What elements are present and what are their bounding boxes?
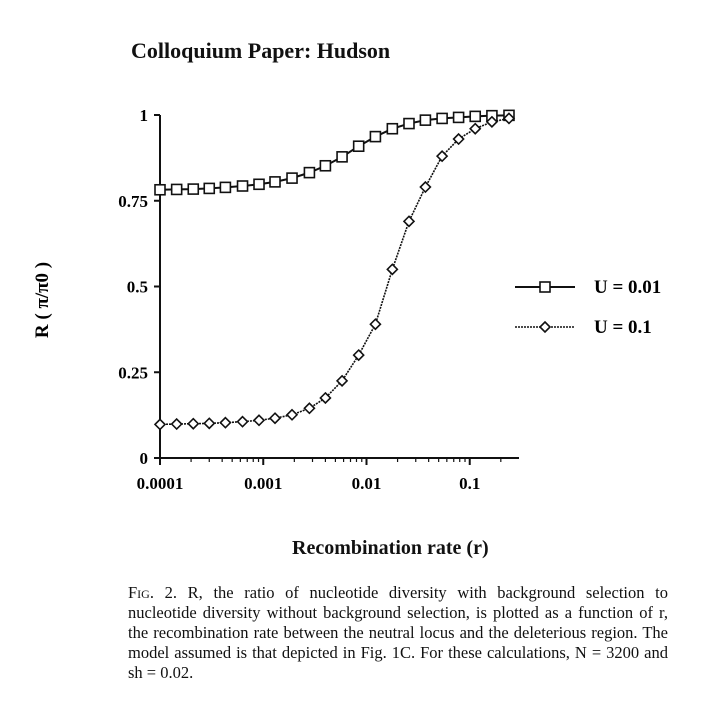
- x-tick-label: 0.001: [244, 474, 282, 493]
- x-axis-title: Recombination rate (r): [292, 537, 489, 559]
- y-axis-label: R ( π/π0 ): [32, 262, 53, 338]
- diamond-marker: [219, 416, 232, 429]
- caption-figure-label: Fig. 2.: [128, 583, 177, 602]
- series-line: [159, 114, 510, 191]
- diamond-marker: [538, 320, 552, 334]
- square-marker: [170, 183, 183, 196]
- diamond-marker: [502, 112, 516, 125]
- square-marker: [452, 111, 465, 124]
- diamond-marker: [203, 417, 216, 430]
- square-marker: [539, 281, 551, 293]
- legend-label: U = 0.01: [594, 277, 661, 298]
- legend-label: U = 0.1: [594, 317, 652, 338]
- diamond-marker: [485, 115, 499, 128]
- diamond-marker: [303, 402, 316, 415]
- square-marker: [154, 183, 166, 196]
- caption-text: R, the ratio of nucleotide diversity wit…: [128, 583, 668, 682]
- diamond-marker: [285, 408, 299, 421]
- square-marker: [319, 159, 332, 172]
- y-tick-label: 0.25: [118, 363, 148, 382]
- square-marker: [436, 112, 448, 125]
- figure-caption: Fig. 2. R, the ratio of nucleotide diver…: [128, 583, 668, 683]
- square-marker: [386, 122, 399, 135]
- y-tick-label: 0: [140, 449, 149, 468]
- square-marker: [253, 178, 265, 191]
- y-axis-title: R ( π/π0 ): [32, 262, 53, 338]
- diamond-marker: [352, 348, 365, 362]
- diamond-marker: [386, 263, 399, 276]
- y-tick-label: 1: [140, 106, 149, 125]
- diamond-marker: [419, 180, 432, 194]
- square-marker: [403, 117, 415, 130]
- chart-legend: U = 0.01 U = 0.1: [515, 277, 661, 338]
- square-marker: [352, 140, 365, 153]
- diamond-marker: [335, 374, 349, 387]
- diamond-marker: [319, 391, 332, 405]
- square-marker: [469, 110, 482, 123]
- diamond-marker: [187, 417, 200, 430]
- line-chart: 0 0.25 0.5 0.75 1 0.0001 0.001 0.01 0.1 U = 0.01…: [32, 106, 661, 493]
- series-line: [159, 117, 510, 426]
- x-tick-label: 0.0001: [137, 474, 184, 493]
- y-tick-label: 0.5: [127, 278, 148, 297]
- diamond-marker: [369, 318, 382, 331]
- square-marker: [269, 176, 281, 188]
- chart-lines: [159, 114, 510, 426]
- square-marker: [286, 172, 298, 184]
- y-tick-label: 0.75: [118, 192, 148, 211]
- chart-markers: [153, 109, 516, 431]
- page-header: Colloquium Paper: Hudson: [131, 38, 391, 63]
- diamond-marker: [268, 412, 282, 425]
- diamond-marker: [170, 417, 183, 431]
- diamond-marker: [435, 150, 449, 163]
- diamond-marker: [452, 132, 465, 146]
- square-marker: [187, 183, 200, 195]
- chart-axes: 0 0.25 0.5 0.75 1 0.0001 0.001 0.01 0.1: [118, 106, 519, 493]
- diamond-marker: [153, 418, 167, 431]
- square-marker: [369, 130, 382, 143]
- diamond-marker: [402, 215, 416, 228]
- square-marker: [336, 151, 348, 163]
- square-marker: [303, 166, 316, 179]
- diamond-marker: [236, 415, 249, 428]
- x-tick-label: 0.1: [459, 474, 480, 493]
- square-marker: [236, 180, 249, 192]
- x-tick-label: 0.01: [352, 474, 382, 493]
- diamond-marker: [469, 122, 482, 135]
- square-marker: [419, 114, 432, 126]
- diamond-marker: [252, 414, 266, 427]
- square-marker: [203, 182, 216, 195]
- square-marker: [219, 181, 232, 194]
